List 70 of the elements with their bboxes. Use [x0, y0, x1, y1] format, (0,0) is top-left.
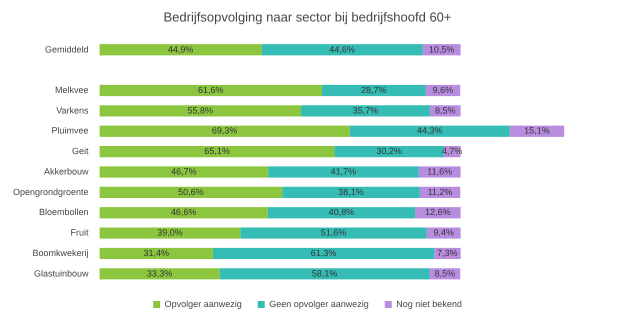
y-tick-label: Fruit — [70, 228, 90, 238]
data-label: 8,5% — [434, 268, 456, 278]
data-label: 9,4% — [433, 228, 454, 238]
data-label: 28,7% — [360, 85, 387, 95]
data-label: 38,1% — [338, 186, 364, 197]
data-label: 51,6% — [320, 228, 346, 238]
bar — [212, 248, 434, 260]
chart-title: Bedrijfsopvolging naar sector bij bedrijfshoofd 60+ — [164, 9, 452, 24]
bar — [350, 126, 510, 137]
bar — [282, 186, 420, 198]
data-label: 15,1% — [524, 126, 550, 136]
data-label: 12,6% — [425, 207, 451, 218]
data-label: 61,6% — [198, 85, 224, 95]
y-tick-label: Gemiddeld — [45, 44, 89, 54]
bar — [100, 186, 282, 198]
data-label: 31,4% — [143, 248, 170, 258]
bar — [322, 84, 426, 96]
bar — [268, 207, 416, 218]
bar — [334, 146, 444, 158]
data-label: 30,2% — [376, 146, 402, 156]
data-label: 44,3% — [416, 126, 442, 136]
y-tick-label: Geit — [72, 146, 90, 156]
data-label: 50,6% — [178, 186, 204, 197]
bar — [100, 248, 213, 260]
bar — [100, 268, 220, 280]
legend-label: Geen opvolger aanwezig — [269, 298, 369, 309]
data-label: 46,6% — [170, 207, 196, 218]
data-label: 39,0% — [157, 228, 183, 238]
data-label: 8,5% — [434, 105, 456, 116]
data-label: 61,3% — [310, 248, 336, 258]
bar — [100, 126, 350, 137]
data-label: 44,6% — [329, 44, 355, 54]
bar — [301, 105, 430, 116]
data-label: 7,3% — [437, 248, 458, 258]
bar — [100, 227, 240, 239]
bar — [100, 166, 268, 178]
bar — [100, 146, 335, 158]
bar — [100, 207, 268, 218]
y-tick-label: Pluimvee — [52, 126, 89, 136]
bar — [100, 84, 322, 96]
bar — [100, 105, 302, 116]
y-tick-label: Melkvee — [55, 85, 89, 95]
data-label: 11,6% — [427, 166, 452, 176]
data-label: 55,8% — [188, 105, 214, 116]
data-label: 33,3% — [146, 268, 172, 278]
y-tick-label: Varkens — [56, 105, 90, 116]
data-label: 69,3% — [212, 126, 238, 136]
data-label: 9,6% — [432, 85, 454, 95]
bar — [262, 44, 423, 56]
data-label: 10,5% — [428, 44, 454, 54]
y-tick-label: Boomkwekerij — [32, 248, 89, 258]
bar — [220, 268, 430, 280]
data-label: 41,7% — [330, 166, 356, 176]
data-label: 40,8% — [328, 207, 354, 218]
y-tick-label: Akkerbouw — [44, 166, 90, 176]
bar — [100, 44, 262, 56]
legend-label: Opvolger aanwezig — [164, 298, 242, 309]
data-label: 46,7% — [171, 166, 197, 176]
data-label: 11,2% — [428, 186, 452, 197]
data-label: 65,1% — [204, 146, 230, 156]
data-label: 58,1% — [312, 268, 338, 278]
data-label: 35,7% — [352, 105, 378, 116]
bar — [268, 166, 419, 178]
bar — [240, 227, 427, 239]
bar — [510, 126, 564, 137]
legend-label: Nog niet bekend — [396, 298, 462, 309]
data-label: 44,9% — [168, 44, 194, 54]
y-tick-label: Glastuinbouw — [34, 268, 90, 278]
y-tick-label: Bloembollen — [39, 207, 89, 218]
y-tick-label: Opengrondgroente — [12, 186, 89, 197]
